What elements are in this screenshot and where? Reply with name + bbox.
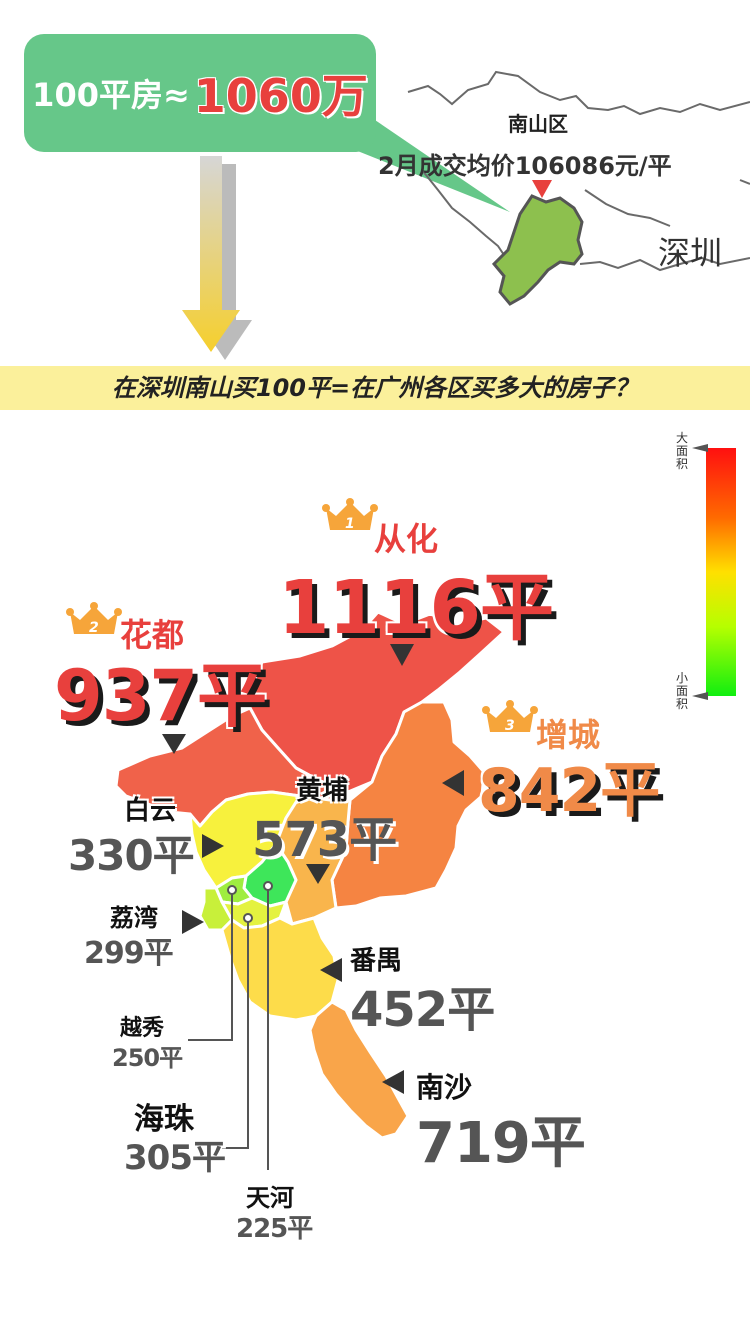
yuexiu-area: 250平 <box>112 1044 183 1072</box>
legend-top-label: 大面积 <box>675 431 688 471</box>
haizhu-area: 305平 <box>124 1138 226 1178</box>
huadu-name: 花都 <box>120 616 185 654</box>
price-bubble <box>24 34 376 152</box>
panyu-name: 番禺 <box>350 946 403 976</box>
panyu-pointer-icon <box>320 958 342 982</box>
leader-lines <box>188 886 269 1170</box>
conghua-area: 1116平 <box>278 565 554 651</box>
shenzhen-map <box>407 70 750 272</box>
nansha-name: 南沙 <box>416 1071 473 1104</box>
huangpu-pointer-icon <box>306 864 330 884</box>
conghua-pointer-icon <box>390 644 414 666</box>
legend-pointers <box>692 444 708 700</box>
top-graphic <box>182 70 750 360</box>
tianhe-name: 天河 <box>246 1184 294 1212</box>
yuexiu-name: 越秀 <box>120 1016 165 1041</box>
crown-3-icon <box>482 700 538 732</box>
zengcheng-area: 842平 <box>478 756 660 826</box>
nansha-area: 719平 <box>416 1111 586 1176</box>
price-bubble-text: 100平房≈ 1060万 <box>24 34 376 152</box>
legend-color-bar <box>706 448 736 696</box>
rank-2: 2 <box>89 620 99 636</box>
question-banner <box>0 366 750 410</box>
pointer-triangles <box>162 644 464 1094</box>
baiyun-name: 白云 <box>124 796 177 826</box>
nansha-pointer-icon <box>382 1070 404 1094</box>
crown-icons <box>66 498 538 732</box>
nanshan-district <box>491 194 584 306</box>
baiyun-area: 330平 <box>68 831 195 880</box>
nanshan-price: 2月成交均价106086元/平 <box>378 152 672 180</box>
liwan-name: 荔湾 <box>110 904 158 932</box>
huadu-area: 937平 <box>54 655 267 737</box>
huadu-pointer-icon <box>162 734 186 754</box>
panyu-area: 452平 <box>350 982 495 1038</box>
crown-2-icon <box>66 602 122 634</box>
bubble-prefix: 100平房≈ <box>32 76 190 114</box>
leader-dots <box>227 881 273 923</box>
crown-ranks: 1 2 3 <box>89 516 515 734</box>
question-banner-text: 在深圳南山买100平=在广州各区买多大的房子？ <box>111 374 639 402</box>
rank-1: 1 <box>345 516 355 532</box>
down-arrow-icon <box>182 156 252 360</box>
nanshan-label: 南山区 <box>508 112 568 136</box>
liwan-area: 299平 <box>84 936 174 971</box>
huangpu-area: 573平 <box>252 812 397 868</box>
haizhu-name: 海珠 <box>134 1102 194 1137</box>
baiyun-pointer-icon <box>202 834 224 858</box>
zengcheng-pointer-icon <box>442 770 464 796</box>
liwan-pointer-icon <box>182 910 204 934</box>
bubble-price: 1060万 <box>193 69 368 123</box>
district-nansha <box>308 1000 410 1140</box>
conghua-name: 从化 <box>374 520 439 558</box>
legend-bottom-label: 小面积 <box>675 671 688 711</box>
shenzhen-label: 深圳 <box>658 234 723 272</box>
huangpu-name: 黄埔 <box>296 776 349 806</box>
tianhe-area: 225平 <box>236 1214 313 1244</box>
district-panyu <box>220 916 340 1022</box>
nanshan-marker-icon <box>532 180 552 198</box>
bubble-tail <box>330 118 510 212</box>
zengcheng-name: 增城 <box>536 716 601 754</box>
legend-bottom-pointer-icon <box>692 692 708 700</box>
legend-top-pointer-icon <box>692 444 708 452</box>
crown-1-icon <box>322 498 378 530</box>
rank-3: 3 <box>505 718 515 734</box>
